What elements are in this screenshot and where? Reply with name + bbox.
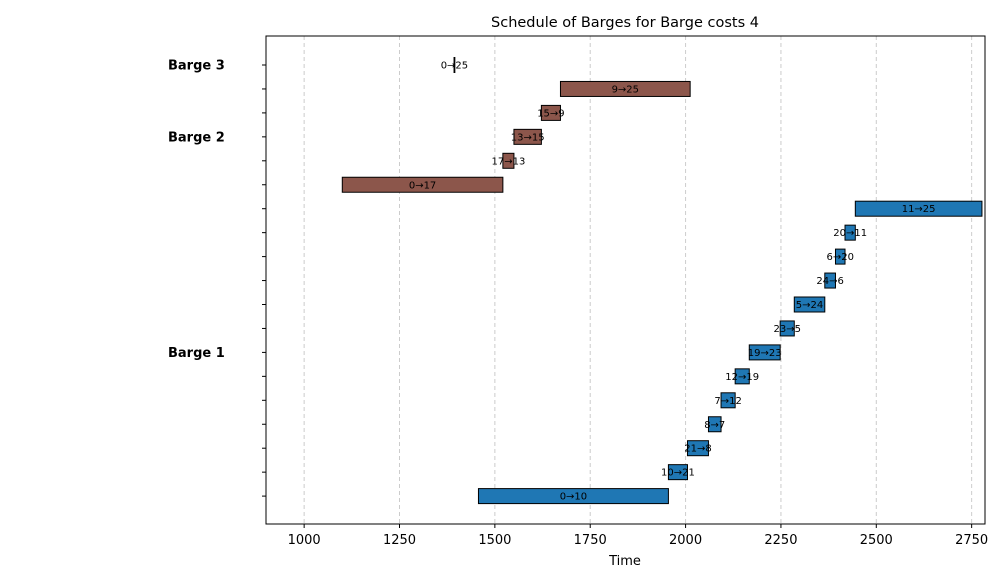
task-bar-label: 13→15 [511, 132, 545, 143]
x-tick-label: 1500 [478, 533, 511, 548]
task-bar [734, 368, 750, 385]
x-axis-ticks: 1000 1250 1500 1750 2000 2250 2500 2750 [288, 524, 988, 548]
task-bar [477, 488, 669, 505]
task-bar [513, 128, 542, 145]
task-bar-label: 5→24 [796, 300, 823, 311]
task-bar-label: 7→12 [714, 396, 741, 407]
task-bar-label: 23→5 [773, 324, 800, 335]
task-bar-label: 11→25 [902, 204, 936, 215]
x-axis-label: Time [608, 554, 641, 569]
task-bar-label: 0→10 [560, 492, 587, 503]
task-bar [779, 320, 795, 337]
task-bar-label: 8→7 [704, 420, 725, 431]
barge-labels: Barge 1 Barge 2 Barge 3 [168, 59, 225, 361]
task-bar-label: 12→19 [725, 372, 759, 383]
task-bar [720, 392, 736, 409]
task-bar-label: 21→8 [684, 444, 711, 455]
barge-label: Barge 3 [168, 59, 225, 74]
task-bar-label: 6→20 [827, 252, 854, 263]
task-bar [453, 57, 456, 73]
x-tick-label: 1000 [288, 533, 321, 548]
task-bar [667, 464, 688, 481]
y-axis-ticks [262, 64, 266, 497]
barge-label: Barge 2 [168, 130, 225, 145]
grid-lines [303, 36, 973, 524]
task-bar-label: 15→9 [537, 108, 564, 119]
task-bar [540, 104, 561, 121]
task-bar [844, 224, 856, 241]
x-tick-label: 2500 [860, 533, 893, 548]
x-tick-label: 2000 [669, 533, 702, 548]
task-bar [793, 296, 826, 313]
task-bar-label: 0→17 [409, 180, 436, 191]
x-tick-label: 1250 [383, 533, 416, 548]
x-tick-label: 2250 [764, 533, 797, 548]
barge-label: Barge 1 [168, 346, 225, 361]
x-tick-label: 2750 [955, 533, 988, 548]
x-tick-label: 1750 [574, 533, 607, 548]
task-bar-label: 24→6 [816, 276, 843, 287]
task-bar [341, 176, 504, 193]
task-bar-label: 9→25 [612, 84, 639, 95]
task-bar [834, 248, 846, 265]
task-bar [748, 344, 781, 361]
task-bar [707, 416, 722, 433]
task-bar [502, 152, 515, 169]
bars: 0→25 9→25 15→9 13→15 17→13 0→17 11→25 20→11 6→20… [341, 57, 983, 505]
axes [265, 35, 986, 525]
chart-title: Schedule of Barges for Barge costs 4 [491, 15, 759, 31]
task-bar-label: 10→21 [661, 468, 695, 479]
plot-frame [265, 35, 986, 525]
task-bar [559, 80, 691, 97]
task-bar-label: 0→25 [441, 61, 468, 72]
task-bar-label: 19→23 [748, 348, 782, 359]
task-bar [854, 200, 983, 217]
task-bar [824, 272, 836, 289]
task-bar [686, 440, 709, 457]
task-bar-label: 20→11 [833, 228, 867, 239]
task-bar-label: 17→13 [491, 156, 525, 167]
